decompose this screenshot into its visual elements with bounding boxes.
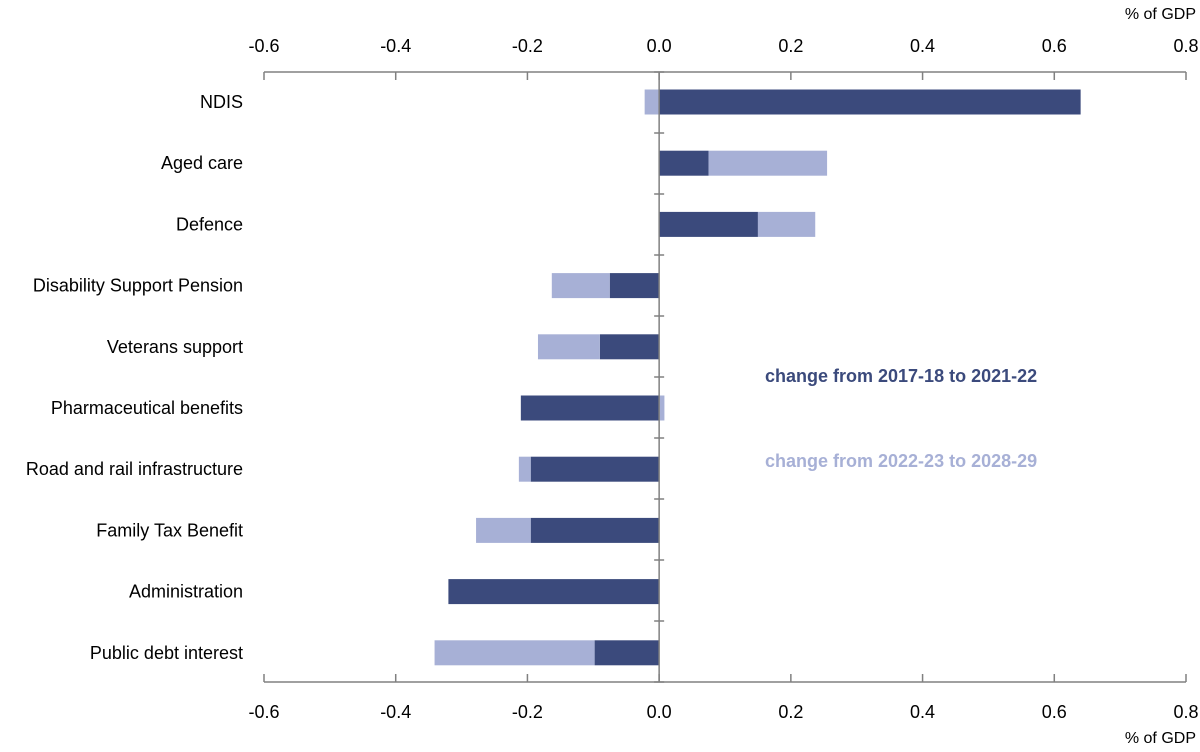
bottom-tick-label-5: 0.2 xyxy=(778,702,803,722)
category-label-4: Disability Support Pension xyxy=(33,276,243,296)
top-tick-label-1: -0.6 xyxy=(248,36,279,56)
bar-1-7 xyxy=(530,456,660,482)
top-tick-label-6: 0.4 xyxy=(910,36,935,56)
bar-1-2 xyxy=(659,150,709,176)
top-tick-label-4: 0.0 xyxy=(647,36,672,56)
bottom-tick-label-7: 0.6 xyxy=(1042,702,1067,722)
bottom-tick-label-3: -0.2 xyxy=(512,702,543,722)
legend-series-2: change from 2022-23 to 2028-29 xyxy=(765,451,1037,471)
top-tick-label-8: 0.8 xyxy=(1173,36,1198,56)
bar-2-5 xyxy=(537,334,600,360)
category-label-10: Public debt interest xyxy=(90,643,243,663)
bar-1-8 xyxy=(530,517,660,543)
bar-2-6 xyxy=(659,395,665,421)
plot-area: NDIS Aged care Defence Disability Support P… xyxy=(26,36,1199,722)
top-tick-label-7: 0.6 xyxy=(1042,36,1067,56)
legend-series-1: change from 2017-18 to 2021-22 xyxy=(765,366,1037,386)
category-label-2: Aged care xyxy=(161,153,243,173)
category-label-6: Pharmaceutical benefits xyxy=(51,398,243,418)
bottom-tick-label-1: -0.6 xyxy=(248,702,279,722)
category-label-7: Road and rail infrastructure xyxy=(26,459,243,479)
bar-2-10 xyxy=(434,640,595,666)
bar-2-2 xyxy=(708,150,828,176)
bar-1-10 xyxy=(594,640,660,666)
category-label-5: Veterans support xyxy=(107,337,243,357)
bar-1-9 xyxy=(448,579,660,605)
bar-2-3 xyxy=(757,211,816,237)
top-tick-label-3: -0.2 xyxy=(512,36,543,56)
category-label-9: Administration xyxy=(129,582,243,602)
bar-1-3 xyxy=(659,211,758,237)
bar-2-1 xyxy=(644,89,660,115)
category-label-8: Family Tax Benefit xyxy=(96,520,243,540)
bar-1-6 xyxy=(520,395,660,421)
category-label-3: Defence xyxy=(176,214,243,234)
bar-2-7 xyxy=(518,456,531,482)
bar-2-8 xyxy=(476,517,531,543)
bar-1-1 xyxy=(659,89,1081,115)
unit-label-bottom: % of GDP xyxy=(1125,730,1196,747)
bottom-tick-label-2: -0.4 xyxy=(380,702,411,722)
bottom-tick-label-4: 0.0 xyxy=(647,702,672,722)
bar-1-5 xyxy=(599,334,660,360)
top-tick-label-5: 0.2 xyxy=(778,36,803,56)
top-tick-label-2: -0.4 xyxy=(380,36,411,56)
bar-2-4 xyxy=(551,273,610,299)
category-label-1: NDIS xyxy=(200,92,243,112)
unit-label-top: % of GDP xyxy=(1125,6,1196,23)
bottom-tick-label-6: 0.4 xyxy=(910,702,935,722)
bottom-tick-label-8: 0.8 xyxy=(1173,702,1198,722)
bar-1-4 xyxy=(609,273,660,299)
